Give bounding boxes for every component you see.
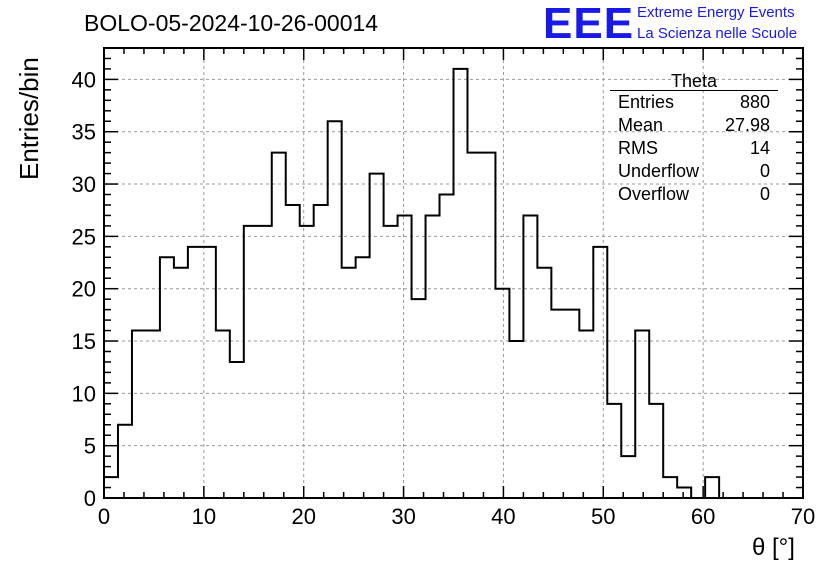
- stats-label: RMS: [618, 138, 658, 158]
- stats-row-entries: Entries 880: [610, 91, 778, 114]
- logo-line-2: La Scienza nelle Scuole: [637, 25, 798, 42]
- y-tick-labels: 0 5 10 15 20 25 30 35 40: [72, 67, 96, 511]
- y-tick-label: 5: [84, 434, 96, 459]
- stats-title: Theta: [610, 72, 778, 91]
- stats-label: Entries: [618, 92, 675, 112]
- stats-label: Underflow: [618, 161, 700, 181]
- stats-value: 880: [739, 92, 770, 112]
- stats-row-underflow: Underflow 0: [610, 160, 778, 183]
- x-tick-label: 10: [192, 504, 216, 529]
- y-tick-label: 20: [72, 277, 96, 302]
- stats-row-mean: Mean 27.98: [610, 114, 778, 137]
- y-tick-label: 10: [72, 381, 96, 406]
- stats-label: Overflow: [618, 184, 690, 204]
- plot-frame: [103, 47, 804, 499]
- x-tick-label: 30: [391, 504, 415, 529]
- x-tick-labels: 0 10 20 30 40 50 60 70: [98, 504, 815, 529]
- y-tick-label: 15: [72, 329, 96, 354]
- x-tick-label: 40: [491, 504, 515, 529]
- chart-title: BOLO-05-2024-10-26-00014: [84, 10, 379, 36]
- stats-value: 27.98: [724, 115, 770, 135]
- x-tick-label: 70: [791, 504, 815, 529]
- logo-line-1: Extreme Energy Events: [637, 4, 795, 21]
- y-tick-label: 0: [84, 486, 96, 511]
- stats-value: 14: [749, 138, 770, 158]
- y-tick-label: 35: [72, 120, 96, 145]
- stats-value: 0: [759, 161, 770, 181]
- eee-logo-mark: EEE: [543, 0, 635, 48]
- axis-ticks: [103, 47, 804, 499]
- x-axis-label: θ [°]: [752, 534, 795, 561]
- histogram-line: [103, 67, 803, 499]
- y-tick-label: 40: [72, 67, 96, 92]
- x-tick-label: 20: [291, 504, 315, 529]
- stats-value: 0: [759, 184, 770, 204]
- y-tick-label: 30: [72, 172, 96, 197]
- x-tick-label: 50: [591, 504, 615, 529]
- stats-box: Theta Entries 880 Mean 27.98 RMS 14 Unde…: [610, 72, 778, 206]
- stats-label: Mean: [618, 115, 664, 135]
- x-tick-label: 60: [691, 504, 715, 529]
- y-axis-label: Entries/bin: [14, 57, 44, 180]
- y-tick-label: 25: [72, 224, 96, 249]
- stats-row-rms: RMS 14: [610, 137, 778, 160]
- x-tick-label: 0: [98, 504, 110, 529]
- stats-row-overflow: Overflow 0: [610, 183, 778, 206]
